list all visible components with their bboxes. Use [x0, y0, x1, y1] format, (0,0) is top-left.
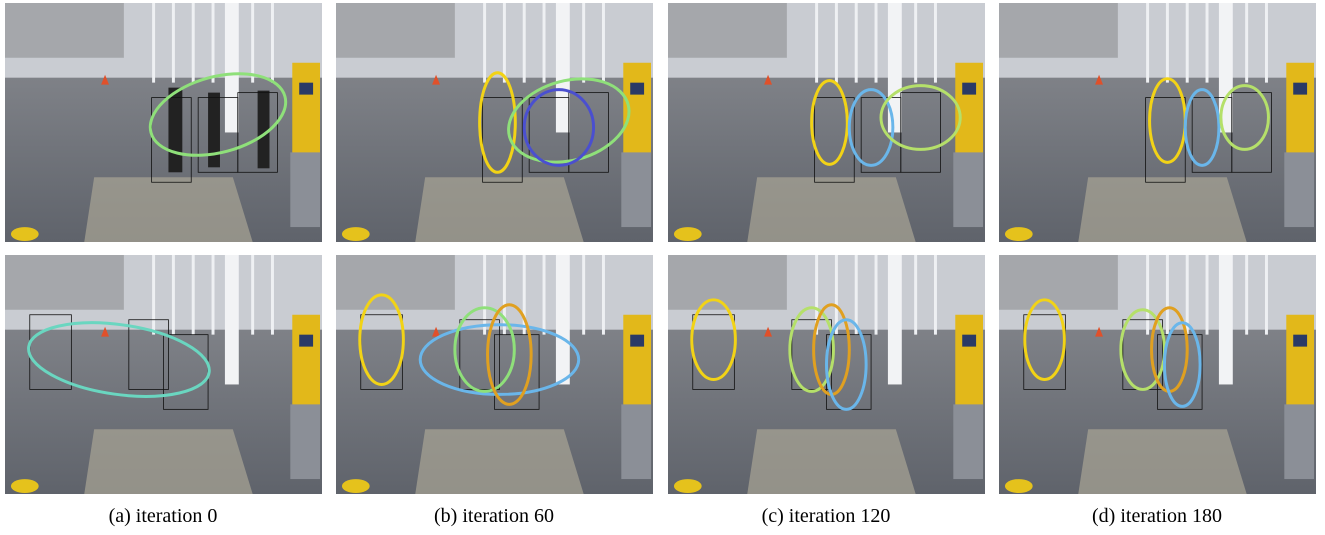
- panel-c-bottom: [668, 255, 985, 494]
- panel-d-top: [999, 3, 1316, 242]
- panel-d-bottom: [999, 255, 1316, 494]
- panel-c-top: [668, 3, 985, 242]
- caption: (c) iteration 120: [666, 505, 986, 528]
- panel-a-bottom: [5, 255, 322, 494]
- figure: (a) iteration 0 (b) iteration 60 (c) ite…: [0, 0, 1325, 535]
- caption: (a) iteration 0: [3, 505, 323, 528]
- panel-a-top: [5, 3, 322, 242]
- caption: (d) iteration 180: [997, 505, 1317, 528]
- panel-b-top: [336, 3, 653, 242]
- panel-b-bottom: [336, 255, 653, 494]
- caption: (b) iteration 60: [334, 505, 654, 528]
- figure-panels: [0, 0, 1325, 500]
